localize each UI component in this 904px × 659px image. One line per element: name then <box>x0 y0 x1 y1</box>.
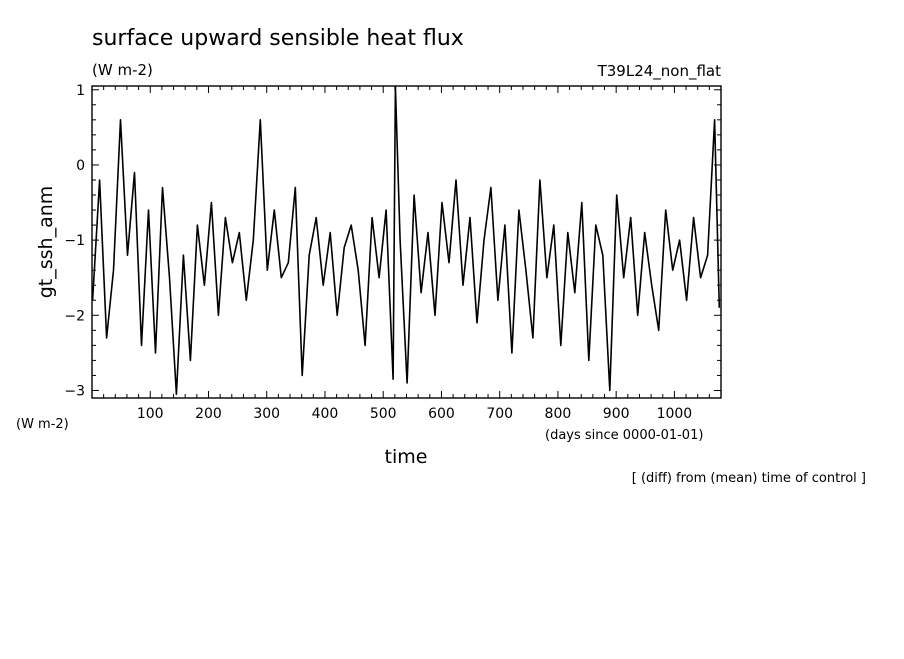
y-tick-label: −3 <box>64 383 85 399</box>
x-tick-label: 300 <box>253 406 280 422</box>
x-tick-label: 1000 <box>657 406 693 422</box>
y-tick-label: 0 <box>76 158 85 174</box>
chart-title: surface upward sensible heat flux <box>92 26 464 51</box>
x-axis-units: (days since 0000-01-01) <box>545 428 703 443</box>
y-tick-label: −1 <box>64 233 85 249</box>
plot-frame <box>91 85 722 399</box>
y-tick-label: 1 <box>76 83 85 99</box>
x-tick-label: 800 <box>545 406 572 422</box>
axis-ticks <box>92 86 721 398</box>
chart-units: (W m-2) <box>92 61 153 79</box>
y-tick-label: −2 <box>64 308 85 324</box>
y-axis-label: gt_ssh_anm <box>35 186 57 299</box>
x-axis-label: time <box>385 446 428 468</box>
series-line <box>91 85 721 396</box>
y-axis-units: (W m-2) <box>16 417 69 432</box>
diff-note: [ (diff) from (mean) time of control ] <box>632 471 866 486</box>
x-tick-label: 400 <box>312 406 339 422</box>
series-group <box>91 85 721 396</box>
x-tick-label: 100 <box>137 406 164 422</box>
y-tick-labels: 1 0 −1 −2 −3 <box>64 83 85 400</box>
x-tick-label: 700 <box>486 406 513 422</box>
x-tick-label: 600 <box>428 406 455 422</box>
x-tick-label: 500 <box>370 406 397 422</box>
x-tick-label: 200 <box>195 406 222 422</box>
experiment-label: T39L24_non_flat <box>597 62 722 81</box>
x-tick-labels: 100 200 300 400 500 600 700 800 900 1000 <box>137 406 692 422</box>
x-tick-label: 900 <box>603 406 630 422</box>
